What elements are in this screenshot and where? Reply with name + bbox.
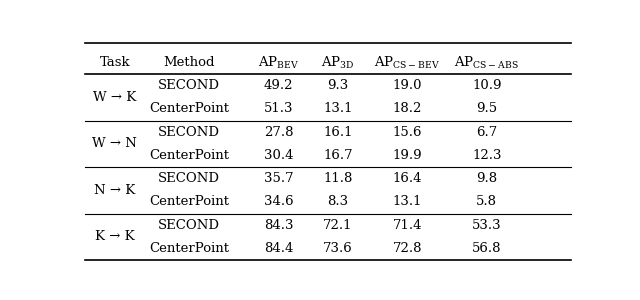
Text: 19.9: 19.9 xyxy=(392,149,422,162)
Text: 51.3: 51.3 xyxy=(264,103,293,116)
Text: W → N: W → N xyxy=(92,137,137,150)
Text: 18.2: 18.2 xyxy=(393,103,422,116)
Text: 30.4: 30.4 xyxy=(264,149,293,162)
Text: 12.3: 12.3 xyxy=(472,149,502,162)
Text: 34.6: 34.6 xyxy=(264,196,293,208)
Text: SECOND: SECOND xyxy=(158,79,220,92)
Text: 9.8: 9.8 xyxy=(476,172,497,185)
Text: W → K: W → K xyxy=(93,91,136,104)
Text: 49.2: 49.2 xyxy=(264,79,293,92)
Text: Method: Method xyxy=(163,56,215,69)
Text: 10.9: 10.9 xyxy=(472,79,502,92)
Text: AP$_{\mathregular{BEV}}$: AP$_{\mathregular{BEV}}$ xyxy=(258,55,299,70)
Text: 56.8: 56.8 xyxy=(472,242,502,255)
Text: 8.3: 8.3 xyxy=(327,196,349,208)
Text: 9.5: 9.5 xyxy=(476,103,497,116)
Text: AP$_{\mathregular{CS-BEV}}$: AP$_{\mathregular{CS-BEV}}$ xyxy=(374,55,440,70)
Text: CenterPoint: CenterPoint xyxy=(149,242,229,255)
Text: AP$_{\mathregular{CS-ABS}}$: AP$_{\mathregular{CS-ABS}}$ xyxy=(454,55,519,70)
Text: 84.4: 84.4 xyxy=(264,242,293,255)
Text: 15.6: 15.6 xyxy=(392,126,422,139)
Text: 13.1: 13.1 xyxy=(392,196,422,208)
Text: 9.3: 9.3 xyxy=(327,79,349,92)
Text: SECOND: SECOND xyxy=(158,126,220,139)
Text: 5.8: 5.8 xyxy=(476,196,497,208)
Text: 53.3: 53.3 xyxy=(472,219,502,232)
Text: CenterPoint: CenterPoint xyxy=(149,103,229,116)
Text: 19.0: 19.0 xyxy=(392,79,422,92)
Text: 16.1: 16.1 xyxy=(323,126,353,139)
Text: SECOND: SECOND xyxy=(158,172,220,185)
Text: 13.1: 13.1 xyxy=(323,103,353,116)
Text: Task: Task xyxy=(99,56,130,69)
Text: 6.7: 6.7 xyxy=(476,126,497,139)
Text: 27.8: 27.8 xyxy=(264,126,293,139)
Text: CenterPoint: CenterPoint xyxy=(149,196,229,208)
Text: 11.8: 11.8 xyxy=(323,172,353,185)
Text: 35.7: 35.7 xyxy=(264,172,293,185)
Text: 73.6: 73.6 xyxy=(323,242,353,255)
Text: N → K: N → K xyxy=(94,184,135,197)
Text: AP$_{\mathregular{3D}}$: AP$_{\mathregular{3D}}$ xyxy=(321,55,355,70)
Text: 72.1: 72.1 xyxy=(323,219,353,232)
Text: 72.8: 72.8 xyxy=(392,242,422,255)
Text: 16.4: 16.4 xyxy=(392,172,422,185)
Text: SECOND: SECOND xyxy=(158,219,220,232)
Text: 16.7: 16.7 xyxy=(323,149,353,162)
Text: K → K: K → K xyxy=(95,230,134,243)
Text: CenterPoint: CenterPoint xyxy=(149,149,229,162)
Text: 71.4: 71.4 xyxy=(392,219,422,232)
Text: 84.3: 84.3 xyxy=(264,219,293,232)
